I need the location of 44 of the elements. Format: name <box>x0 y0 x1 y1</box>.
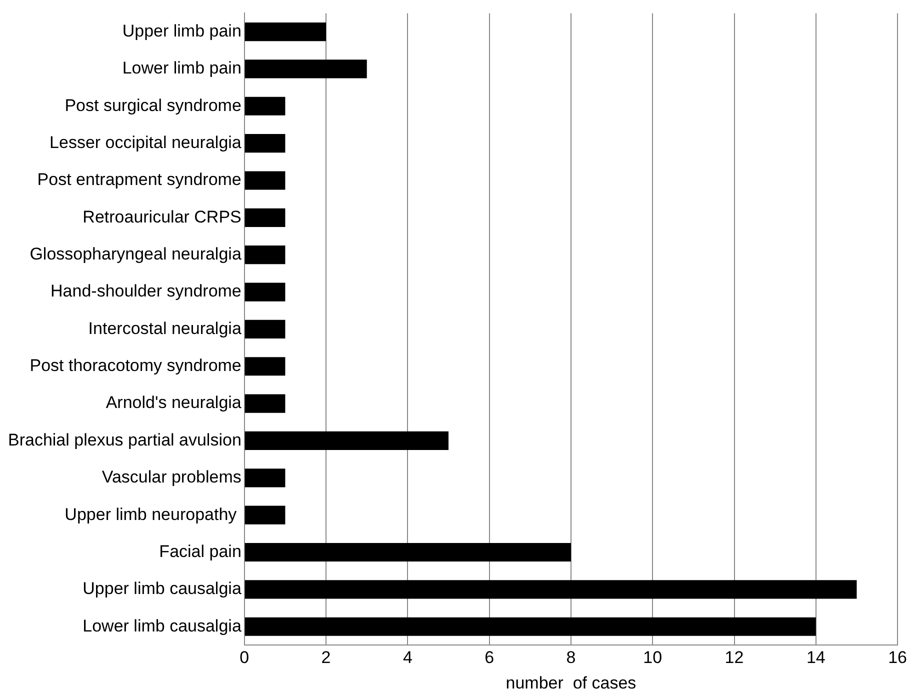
bar <box>244 60 367 78</box>
y-tick-label: Post entrapment syndrome <box>37 170 242 190</box>
y-tick-label: Vascular problems <box>102 468 242 487</box>
y-tick-label: Retroauricular CRPS <box>82 207 242 226</box>
y-tick-label: Glossopharyngeal neuralgia <box>30 244 242 264</box>
y-tick-label: Facial pain <box>159 542 242 561</box>
x-tick-label: 0 <box>240 648 250 668</box>
bar <box>244 468 286 488</box>
y-tick-label: Lesser occipital neuralgia <box>50 133 242 152</box>
x-tick-label: 10 <box>643 648 662 668</box>
bar <box>244 134 286 153</box>
bar <box>244 171 286 190</box>
bar <box>244 357 286 376</box>
x-tick-label: 12 <box>724 648 744 668</box>
y-tick-label: Upper limb neuropathy <box>64 504 242 524</box>
y-tick-label: Lower limb pain <box>122 58 242 78</box>
bar <box>244 246 286 264</box>
y-tick-label: Intercostal neuralgia <box>88 318 242 338</box>
y-tick-label: Brachial plexus partial avulsion <box>8 430 242 450</box>
bar <box>244 431 449 450</box>
x-tick-label: 14 <box>806 648 826 668</box>
bar <box>244 506 286 524</box>
y-tick-label: Lower limb causalgia <box>82 616 242 636</box>
bar <box>244 617 816 636</box>
y-tick-label: Upper limb pain <box>122 21 242 40</box>
x-axis-title: number of cases <box>506 673 636 692</box>
bar <box>244 542 571 562</box>
y-tick-label: Arnold's neuralgia <box>106 393 242 412</box>
x-tick-label: 2 <box>321 648 331 668</box>
x-tick-label: 8 <box>566 648 576 668</box>
bar <box>244 394 286 413</box>
y-tick-label: Upper limb causalgia <box>82 579 242 598</box>
bar <box>244 208 286 227</box>
x-tick-label: 16 <box>888 648 908 668</box>
x-tick-label: 6 <box>484 648 494 668</box>
bar <box>244 22 326 42</box>
bar <box>244 96 286 116</box>
y-tick-label: Post thoracotomy syndrome <box>30 356 242 376</box>
x-tick-label: 4 <box>402 648 412 668</box>
bar <box>244 580 857 599</box>
bar <box>244 320 286 338</box>
bar <box>244 282 286 302</box>
y-tick-label: Hand-shoulder syndrome <box>50 282 242 301</box>
y-tick-label: Post surgical syndrome <box>64 96 242 115</box>
